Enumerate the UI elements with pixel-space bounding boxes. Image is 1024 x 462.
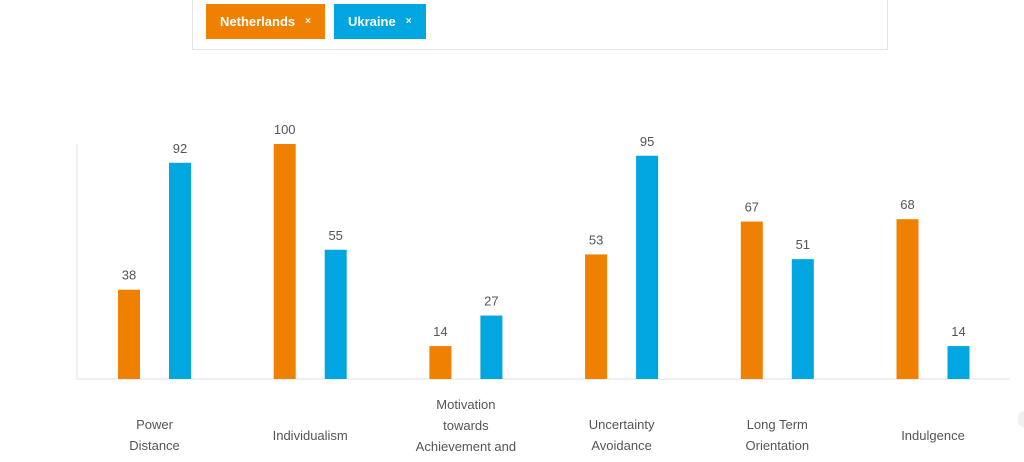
close-icon[interactable]: ×	[405, 16, 412, 27]
bar-netherlands-2[interactable]	[429, 346, 452, 379]
country-tag-label: Netherlands	[220, 14, 296, 29]
data-label: 55	[328, 228, 342, 243]
x-tick-label: Motivation	[436, 397, 495, 412]
scroll-handle[interactable]	[1018, 411, 1024, 427]
bar-netherlands-3[interactable]	[585, 254, 608, 379]
bar-ukraine-1[interactable]	[324, 249, 347, 379]
bar-netherlands-0[interactable]	[118, 289, 140, 379]
data-label: 53	[589, 232, 603, 247]
x-tick-label: towards	[443, 418, 489, 433]
x-tick-label: Individualism	[273, 428, 348, 443]
x-tick-label: Uncertainty	[589, 417, 655, 432]
x-tick-label: Avoidance	[591, 438, 651, 453]
bar-netherlands-4[interactable]	[740, 221, 763, 379]
country-tag-netherlands[interactable]: Netherlands ×	[206, 4, 325, 39]
x-tick-label: Orientation	[746, 438, 810, 453]
x-tick-label: Power	[136, 417, 174, 432]
x-tick-label: Long Term	[747, 417, 808, 432]
country-tag-ukraine[interactable]: Ukraine ×	[334, 4, 426, 39]
data-label: 100	[274, 122, 296, 137]
data-label: 51	[796, 237, 810, 252]
data-label: 68	[900, 197, 914, 212]
bar-ukraine-4[interactable]	[791, 259, 814, 379]
x-tick-label: Indulgence	[901, 428, 965, 443]
bar-ukraine-2[interactable]	[480, 315, 503, 379]
bar-netherlands-5[interactable]	[896, 219, 919, 379]
data-label: 14	[433, 324, 447, 339]
bar-netherlands-1[interactable]	[273, 144, 296, 379]
data-label: 14	[951, 324, 965, 339]
x-tick-label: Distance	[129, 438, 180, 453]
bar-ukraine-3[interactable]	[636, 155, 659, 379]
data-label: 38	[122, 268, 136, 283]
x-tick-label: Achievement and	[416, 439, 516, 454]
close-icon[interactable]: ×	[305, 16, 311, 27]
data-label: 95	[640, 134, 654, 149]
data-label: 27	[484, 294, 498, 309]
country-tag-label: Ukraine	[348, 14, 396, 29]
bar-ukraine-5[interactable]	[947, 346, 970, 379]
data-label: 92	[173, 141, 187, 156]
data-label: 67	[745, 200, 759, 215]
bar-ukraine-0[interactable]	[169, 162, 191, 379]
